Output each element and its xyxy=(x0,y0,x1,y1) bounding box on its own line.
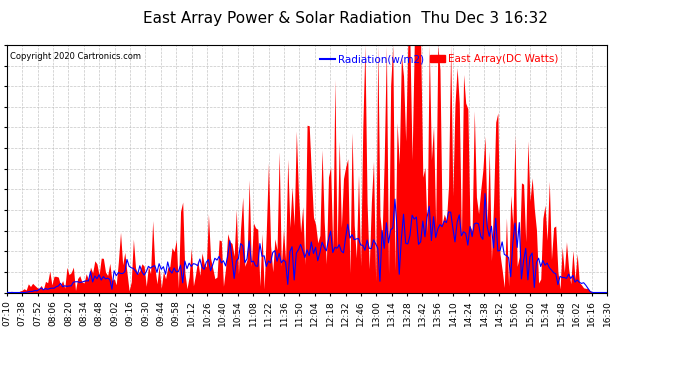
Text: Copyright 2020 Cartronics.com: Copyright 2020 Cartronics.com xyxy=(10,53,141,62)
Legend: Radiation(w/m2), East Array(DC Watts): Radiation(w/m2), East Array(DC Watts) xyxy=(315,50,563,69)
Text: East Array Power & Solar Radiation  Thu Dec 3 16:32: East Array Power & Solar Radiation Thu D… xyxy=(143,11,547,26)
